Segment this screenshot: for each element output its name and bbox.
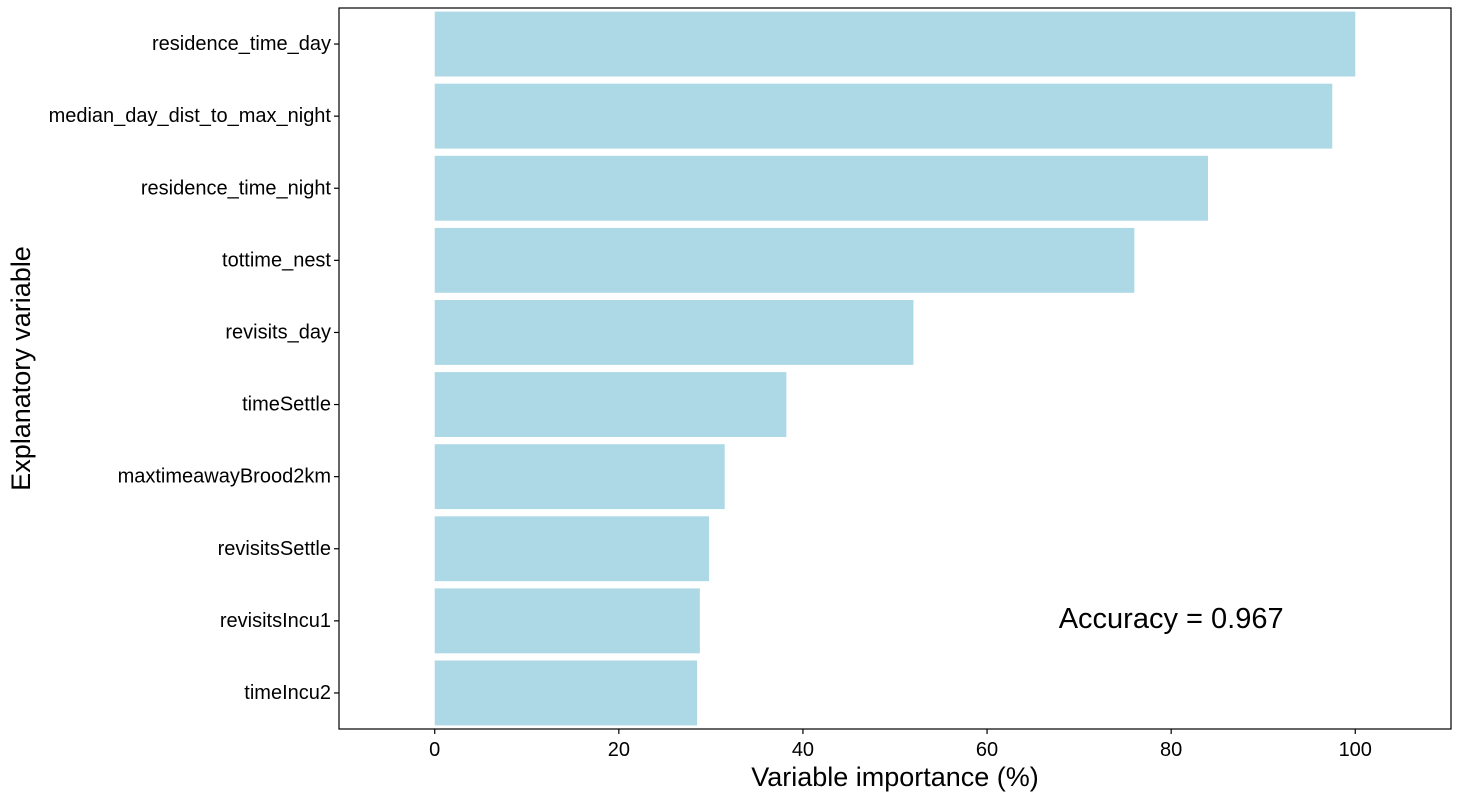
y-tick-label: residence_time_day (152, 33, 331, 55)
x-tick-label: 80 (1160, 739, 1182, 761)
bar-revisitsSettle (434, 516, 710, 582)
bar-residence_time_night (434, 155, 1208, 221)
bar-residence_time_day (434, 11, 1356, 77)
y-tick-label: residence_time_night (141, 177, 332, 199)
bar-maxtimeawayBrood2km (434, 444, 725, 510)
y-tick-label: revisitsIncu1 (220, 610, 331, 632)
accuracy-annotation: Accuracy = 0.967 (1059, 603, 1284, 635)
y-tick-label: revisits_day (225, 321, 331, 343)
y-axis-title: Explanatory variable (6, 246, 36, 491)
y-tick-label: timeSettle (242, 394, 331, 416)
x-tick-label: 40 (792, 739, 814, 761)
bar-timeSettle (434, 372, 787, 437)
bars-layer (434, 11, 1356, 726)
y-tick-label: tottime_nest (222, 249, 331, 271)
y-tick-label: revisitsSettle (218, 538, 331, 560)
x-tick-label: 60 (976, 739, 998, 761)
y-tick-label: median_day_dist_to_max_night (49, 105, 332, 127)
x-tick-label: 100 (1339, 739, 1372, 761)
bar-median_day_dist_to_max_night (434, 83, 1333, 149)
bar-revisitsIncu1 (434, 588, 700, 654)
x-axis: 0 20 40 60 80 100 (429, 729, 1372, 761)
bar-timeIncu2 (434, 660, 698, 726)
y-axis: residence_time_day median_day_dist_to_max… (49, 33, 339, 704)
bar-revisits_day (434, 300, 914, 365)
x-axis-title: Variable importance (%) (751, 762, 1039, 792)
bar-tottime_nest (434, 227, 1135, 293)
y-tick-label: timeIncu2 (244, 682, 331, 704)
y-tick-label: maxtimeawayBrood2km (118, 466, 331, 488)
x-tick-label: 20 (608, 739, 630, 761)
plot-panel-border (338, 7, 1452, 730)
x-tick-label: 0 (429, 739, 440, 761)
